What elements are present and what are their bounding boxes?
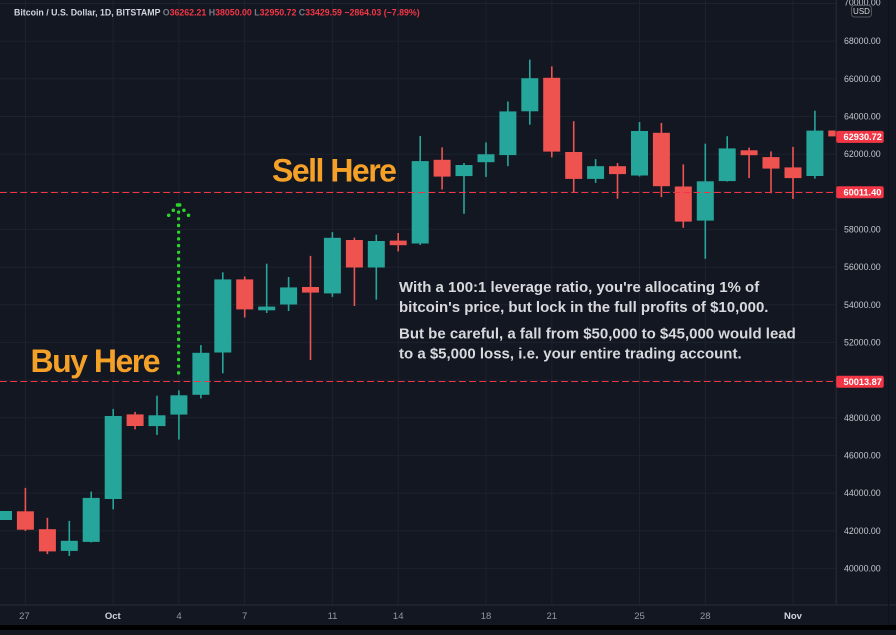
svg-text:70000.00: 70000.00 [844,0,881,7]
svg-text:25: 25 [634,611,645,622]
svg-text:14: 14 [393,611,404,622]
svg-text:68000.00: 68000.00 [844,36,881,46]
svg-text:But be careful, a fall from $5: But be careful, a fall from $50,000 to $… [399,326,796,343]
svg-text:21: 21 [547,611,558,622]
svg-text:46000.00: 46000.00 [844,451,881,461]
svg-text:52000.00: 52000.00 [844,338,881,348]
svg-text:bitcoin's price, but lock in t: bitcoin's price, but lock in the full pr… [399,299,768,316]
svg-text:54000.00: 54000.00 [844,300,881,310]
svg-text:66000.00: 66000.00 [844,74,881,84]
svg-text:50013.87: 50013.87 [844,377,882,387]
svg-text:With a 100:1 leverage ratio, y: With a 100:1 leverage ratio, you're allo… [399,279,760,296]
svg-text:USD: USD [853,7,870,16]
svg-text:18: 18 [481,611,492,622]
svg-text:7: 7 [242,611,247,622]
svg-text:Buy Here: Buy Here [31,343,160,379]
svg-text:27: 27 [19,611,30,622]
svg-text:Oct: Oct [105,611,122,622]
svg-text:62000.00: 62000.00 [844,149,881,159]
svg-text:58000.00: 58000.00 [844,225,881,235]
svg-text:64000.00: 64000.00 [844,112,881,122]
svg-text:48000.00: 48000.00 [844,413,881,423]
svg-text:11: 11 [328,611,338,622]
svg-text:62930.72: 62930.72 [844,132,882,142]
svg-text:44000.00: 44000.00 [844,488,881,498]
svg-text:40000.00: 40000.00 [844,564,881,574]
svg-text:Nov: Nov [784,611,803,622]
svg-text:Bitcoin / U.S. Dollar, 1D, BIT: Bitcoin / U.S. Dollar, 1D, BITSTAMP O362… [14,8,420,18]
svg-text:56000.00: 56000.00 [844,262,881,272]
svg-text:4: 4 [176,611,181,622]
svg-text:60011.40: 60011.40 [844,187,882,197]
svg-text:28: 28 [700,611,711,622]
svg-text:42000.00: 42000.00 [844,526,881,536]
svg-text:Sell Here: Sell Here [272,152,396,188]
svg-text:to a $5,000 loss, i.e. your en: to a $5,000 loss, i.e. your entire tradi… [399,345,742,362]
